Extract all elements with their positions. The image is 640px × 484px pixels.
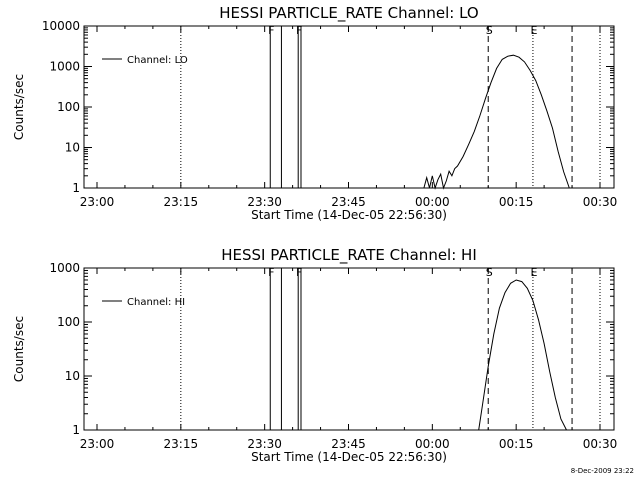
x-tick-label: 00:00 [415,195,450,209]
y-axis-label: Counts/sec [12,74,26,140]
y-tick-label: 1 [72,423,80,437]
x-tick-label: 00:15 [499,195,534,209]
x-tick-label: 23:15 [164,437,199,451]
legend-label: Channel: LO [127,55,188,66]
x-axis-label: Start Time (14-Dec-05 22:56:30) [251,450,447,464]
x-tick-label: 23:30 [247,437,282,451]
event-flag: F [268,266,274,279]
y-tick-label: 10 [65,369,80,383]
legend-label: Channel: HI [127,297,185,308]
event-flag: E [530,24,537,37]
plot-frame [83,267,615,431]
event-flag: S [486,266,493,279]
x-tick-label: 23:00 [80,195,115,209]
y-tick-label: 10000 [42,19,80,33]
event-flag: F [296,24,302,37]
x-tick-label: 23:45 [331,437,366,451]
x-tick-label: 00:15 [499,437,534,451]
x-axis-label: Start Time (14-Dec-05 22:56:30) [251,208,447,222]
plot-frame [83,25,615,189]
y-tick-label: 1 [72,181,80,195]
y-axis-label: Counts/sec [12,316,26,382]
x-tick-label: 23:15 [164,195,199,209]
y-tick-label: 1000 [49,60,80,74]
x-tick-label: 23:45 [331,195,366,209]
x-tick-label: 00:00 [415,437,450,451]
x-tick-label: 23:30 [247,195,282,209]
y-tick-label: 1000 [49,261,80,275]
x-tick-label: 00:30 [583,195,618,209]
event-flag: F [296,266,302,279]
series-line [423,54,570,190]
event-flag: E [530,266,537,279]
chart-title: HESSI PARTICLE_RATE Channel: HI [221,246,477,265]
y-tick-label: 10 [65,141,80,155]
y-tick-label: 100 [57,100,80,114]
event-flag: S [486,24,493,37]
timestamp-label: 8-Dec-2009 23:22 [571,467,634,475]
series-line [478,279,567,431]
y-tick-label: 100 [57,315,80,329]
chart-title: HESSI PARTICLE_RATE Channel: LO [219,4,478,23]
x-tick-label: 23:00 [80,437,115,451]
panel-lo: HESSI PARTICLE_RATE Channel: LO 23:00 23:1… [12,4,617,222]
event-flag: F [268,24,274,37]
x-tick-label: 00:30 [583,437,618,451]
panel-hi: HESSI PARTICLE_RATE Channel: HI 23:00 23:1… [12,246,617,464]
